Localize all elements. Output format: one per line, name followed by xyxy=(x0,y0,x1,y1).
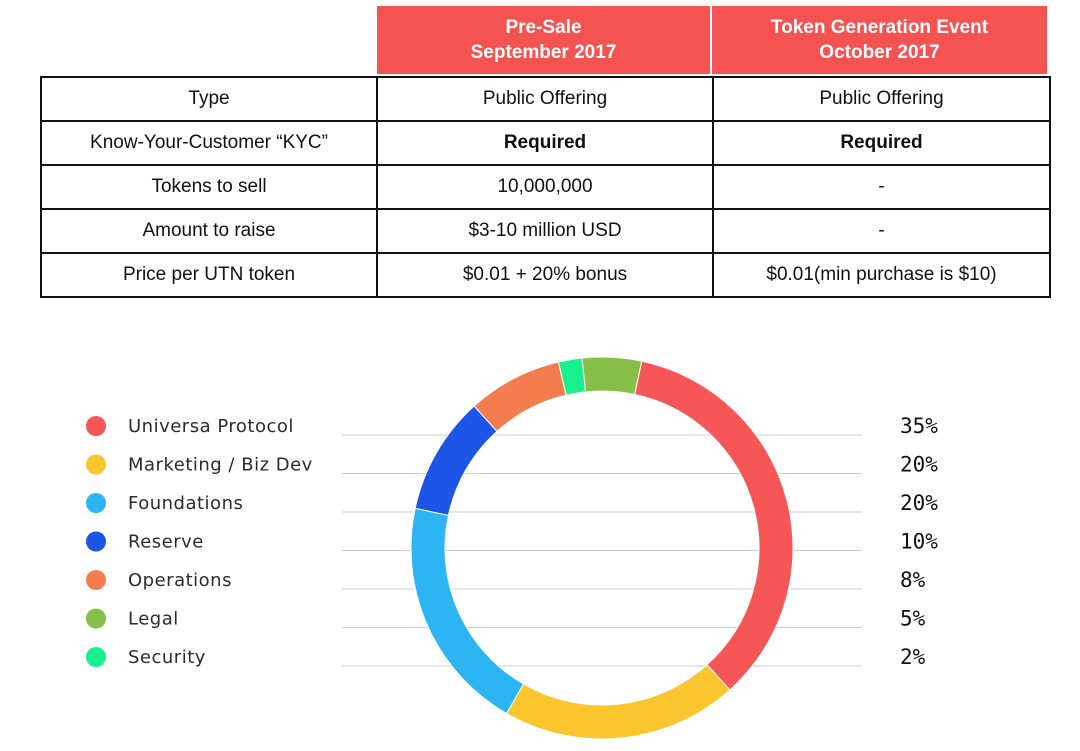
donut-ring xyxy=(410,356,794,740)
percent-label-reserve: 10% xyxy=(900,530,938,554)
presale-value: Required xyxy=(376,120,714,166)
offering-table: Type Public Offering Public Offering Kno… xyxy=(40,76,1051,298)
row-label: Type xyxy=(40,76,378,122)
presale-value: $0.01 + 20% bonus xyxy=(376,252,714,298)
percent-label-security: 2% xyxy=(900,645,926,669)
header-presale: Pre-Sale September 2017 xyxy=(377,6,710,74)
row-label: Know-Your-Customer “KYC” xyxy=(40,120,378,166)
legend-label-reserve: Reserve xyxy=(128,532,204,553)
tge-value: - xyxy=(712,164,1051,210)
presale-value: $3-10 million USD xyxy=(376,208,714,254)
donut-slice-reserve xyxy=(414,405,498,516)
presale-value: Public Offering xyxy=(376,76,714,122)
donut-slice-marketing-biz-dev xyxy=(505,663,731,740)
tge-value: $0.01(min purchase is $10) xyxy=(712,252,1051,298)
legend-label-universa-protocol: Universa Protocol xyxy=(128,416,294,437)
legend-label-foundations: Foundations xyxy=(128,493,243,514)
legend-dot-foundations xyxy=(86,493,106,513)
header-presale-date: September 2017 xyxy=(470,42,617,63)
percent-label-foundations: 20% xyxy=(900,491,938,515)
legend-dot-legal xyxy=(86,608,106,629)
legend-label-security: Security xyxy=(128,647,206,668)
table-row: Tokens to sell 10,000,000 - xyxy=(40,164,1051,210)
row-label: Tokens to sell xyxy=(40,164,378,210)
row-label: Amount to raise xyxy=(40,208,378,254)
header-tge: Token Generation Event October 2017 xyxy=(712,6,1047,74)
percent-label-universa-protocol: 35% xyxy=(900,414,938,438)
legend-label-legal: Legal xyxy=(128,609,179,630)
table-row: Know-Your-Customer “KYC” Required Requir… xyxy=(40,120,1051,166)
tge-value: Public Offering xyxy=(712,76,1051,122)
chart-legend: Universa Protocol Marketing / Biz Dev Foun… xyxy=(86,416,313,668)
tge-value: Required xyxy=(712,120,1051,166)
table-row: Type Public Offering Public Offering xyxy=(40,76,1051,122)
header-tge-title: Token Generation Event xyxy=(770,17,989,38)
header-tge-date: October 2017 xyxy=(819,42,940,63)
tge-value: - xyxy=(712,208,1051,254)
table-row: Amount to raise $3-10 million USD - xyxy=(40,208,1051,254)
row-label: Price per UTN token xyxy=(40,252,378,298)
legend-label-marketing-biz-dev: Marketing / Biz Dev xyxy=(128,455,313,476)
legend-dot-operations xyxy=(86,570,106,590)
percent-label-marketing-biz-dev: 20% xyxy=(900,453,938,477)
token-distribution-chart: Universa Protocol Marketing / Biz Dev Foun… xyxy=(86,356,938,740)
legend-dot-marketing-biz-dev xyxy=(86,454,106,475)
percent-label-legal: 5% xyxy=(900,607,926,631)
percent-labels: 35% 20% 20% 10% 8% 5% 2% xyxy=(900,414,938,669)
donut-slice-universa-protocol xyxy=(634,360,794,691)
legend-label-operations: Operations xyxy=(128,570,232,591)
header-presale-title: Pre-Sale xyxy=(505,17,582,38)
presale-value: 10,000,000 xyxy=(376,164,714,210)
legend-dot-universa-protocol xyxy=(86,416,106,436)
percent-label-operations: 8% xyxy=(900,568,926,592)
donut-slice-foundations xyxy=(410,507,525,715)
table-row: Price per UTN token $0.01 + 20% bonus $0… xyxy=(40,252,1051,298)
legend-dot-security xyxy=(86,647,106,667)
legend-dot-reserve xyxy=(86,531,106,552)
donut-slice-operations xyxy=(473,361,567,433)
donut-slice-legal xyxy=(581,356,643,396)
